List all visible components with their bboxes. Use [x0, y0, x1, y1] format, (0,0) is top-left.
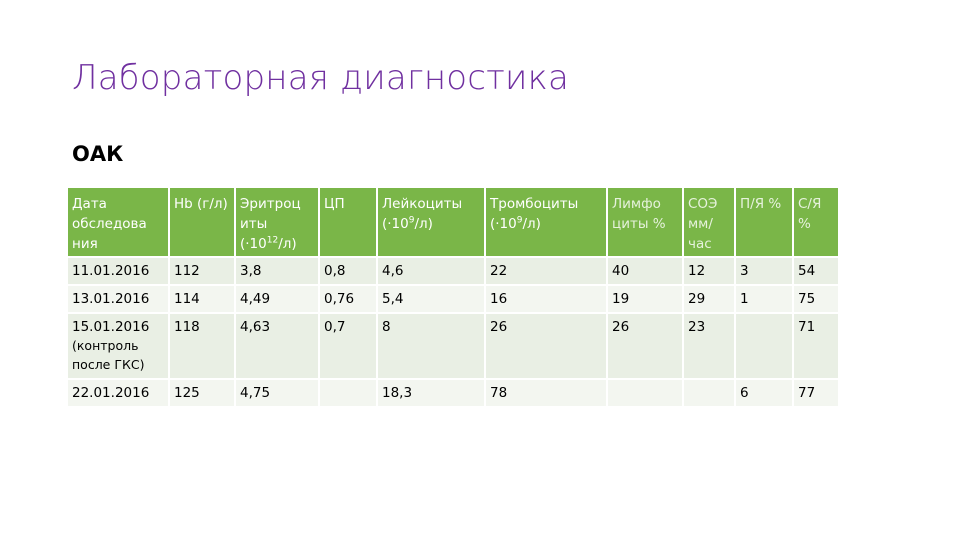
cell-esr: 12 [684, 258, 734, 284]
cell-hb: 125 [170, 380, 234, 406]
cell-cp: 0,7 [320, 314, 376, 378]
cell-esr: 23 [684, 314, 734, 378]
header-cp: ЦП [320, 188, 376, 256]
cell-cp [320, 380, 376, 406]
cell-wbc: 18,3 [378, 380, 484, 406]
cell-note: (контроль после ГКС) [72, 338, 145, 372]
cell-lymph: 40 [608, 258, 682, 284]
lab-results-table: Дата обследова ния Hb (г/л) Эритроц иты … [66, 186, 840, 408]
cell-band: 6 [736, 380, 792, 406]
table-row: 11.01.2016 112 3,8 0,8 4,6 22 40 12 3 54 [68, 258, 838, 284]
cell-date: 13.01.2016 [68, 286, 168, 312]
header-hb: Hb (г/л) [170, 188, 234, 256]
header-esr: СОЭ мм/ час [684, 188, 734, 256]
cell-esr: 29 [684, 286, 734, 312]
cell-plt: 16 [486, 286, 606, 312]
cell-seg: 77 [794, 380, 838, 406]
cell-lymph [608, 380, 682, 406]
cell-rbc: 4,75 [236, 380, 318, 406]
cell-wbc: 8 [378, 314, 484, 378]
cell-cp: 0,8 [320, 258, 376, 284]
header-band: П/Я % [736, 188, 792, 256]
cell-seg: 71 [794, 314, 838, 378]
cell-seg: 54 [794, 258, 838, 284]
cell-hb: 112 [170, 258, 234, 284]
header-lymph: Лимфо циты % [608, 188, 682, 256]
cell-seg: 75 [794, 286, 838, 312]
cell-rbc: 3,8 [236, 258, 318, 284]
cell-wbc: 4,6 [378, 258, 484, 284]
table-header-row: Дата обследова ния Hb (г/л) Эритроц иты … [68, 188, 838, 256]
cell-plt: 26 [486, 314, 606, 378]
cell-hb: 118 [170, 314, 234, 378]
section-heading: ОАК [72, 142, 124, 166]
cell-wbc: 5,4 [378, 286, 484, 312]
header-seg: С/Я % [794, 188, 838, 256]
table-row: 22.01.2016 125 4,75 18,3 78 6 77 [68, 380, 838, 406]
header-rbc: Эритроц иты (·1012/л) [236, 188, 318, 256]
cell-band [736, 314, 792, 378]
cell-plt: 78 [486, 380, 606, 406]
header-date: Дата обследова ния [68, 188, 168, 256]
cell-date: 11.01.2016 [68, 258, 168, 284]
cell-plt: 22 [486, 258, 606, 284]
cell-cp: 0,76 [320, 286, 376, 312]
header-wbc: Лейкоциты (·109/л) [378, 188, 484, 256]
cell-esr [684, 380, 734, 406]
cell-rbc: 4,49 [236, 286, 318, 312]
cell-rbc: 4,63 [236, 314, 318, 378]
cell-hb: 114 [170, 286, 234, 312]
cell-lymph: 26 [608, 314, 682, 378]
cell-date: 15.01.2016 (контроль после ГКС) [68, 314, 168, 378]
header-plt: Тромбоциты (·109/л) [486, 188, 606, 256]
cell-date: 22.01.2016 [68, 380, 168, 406]
cell-band: 3 [736, 258, 792, 284]
slide-title: Лабораторная диагностика [72, 58, 570, 98]
cell-lymph: 19 [608, 286, 682, 312]
table-row: 13.01.2016 114 4,49 0,76 5,4 16 19 29 1 … [68, 286, 838, 312]
cell-band: 1 [736, 286, 792, 312]
table-row: 15.01.2016 (контроль после ГКС) 118 4,63 … [68, 314, 838, 378]
